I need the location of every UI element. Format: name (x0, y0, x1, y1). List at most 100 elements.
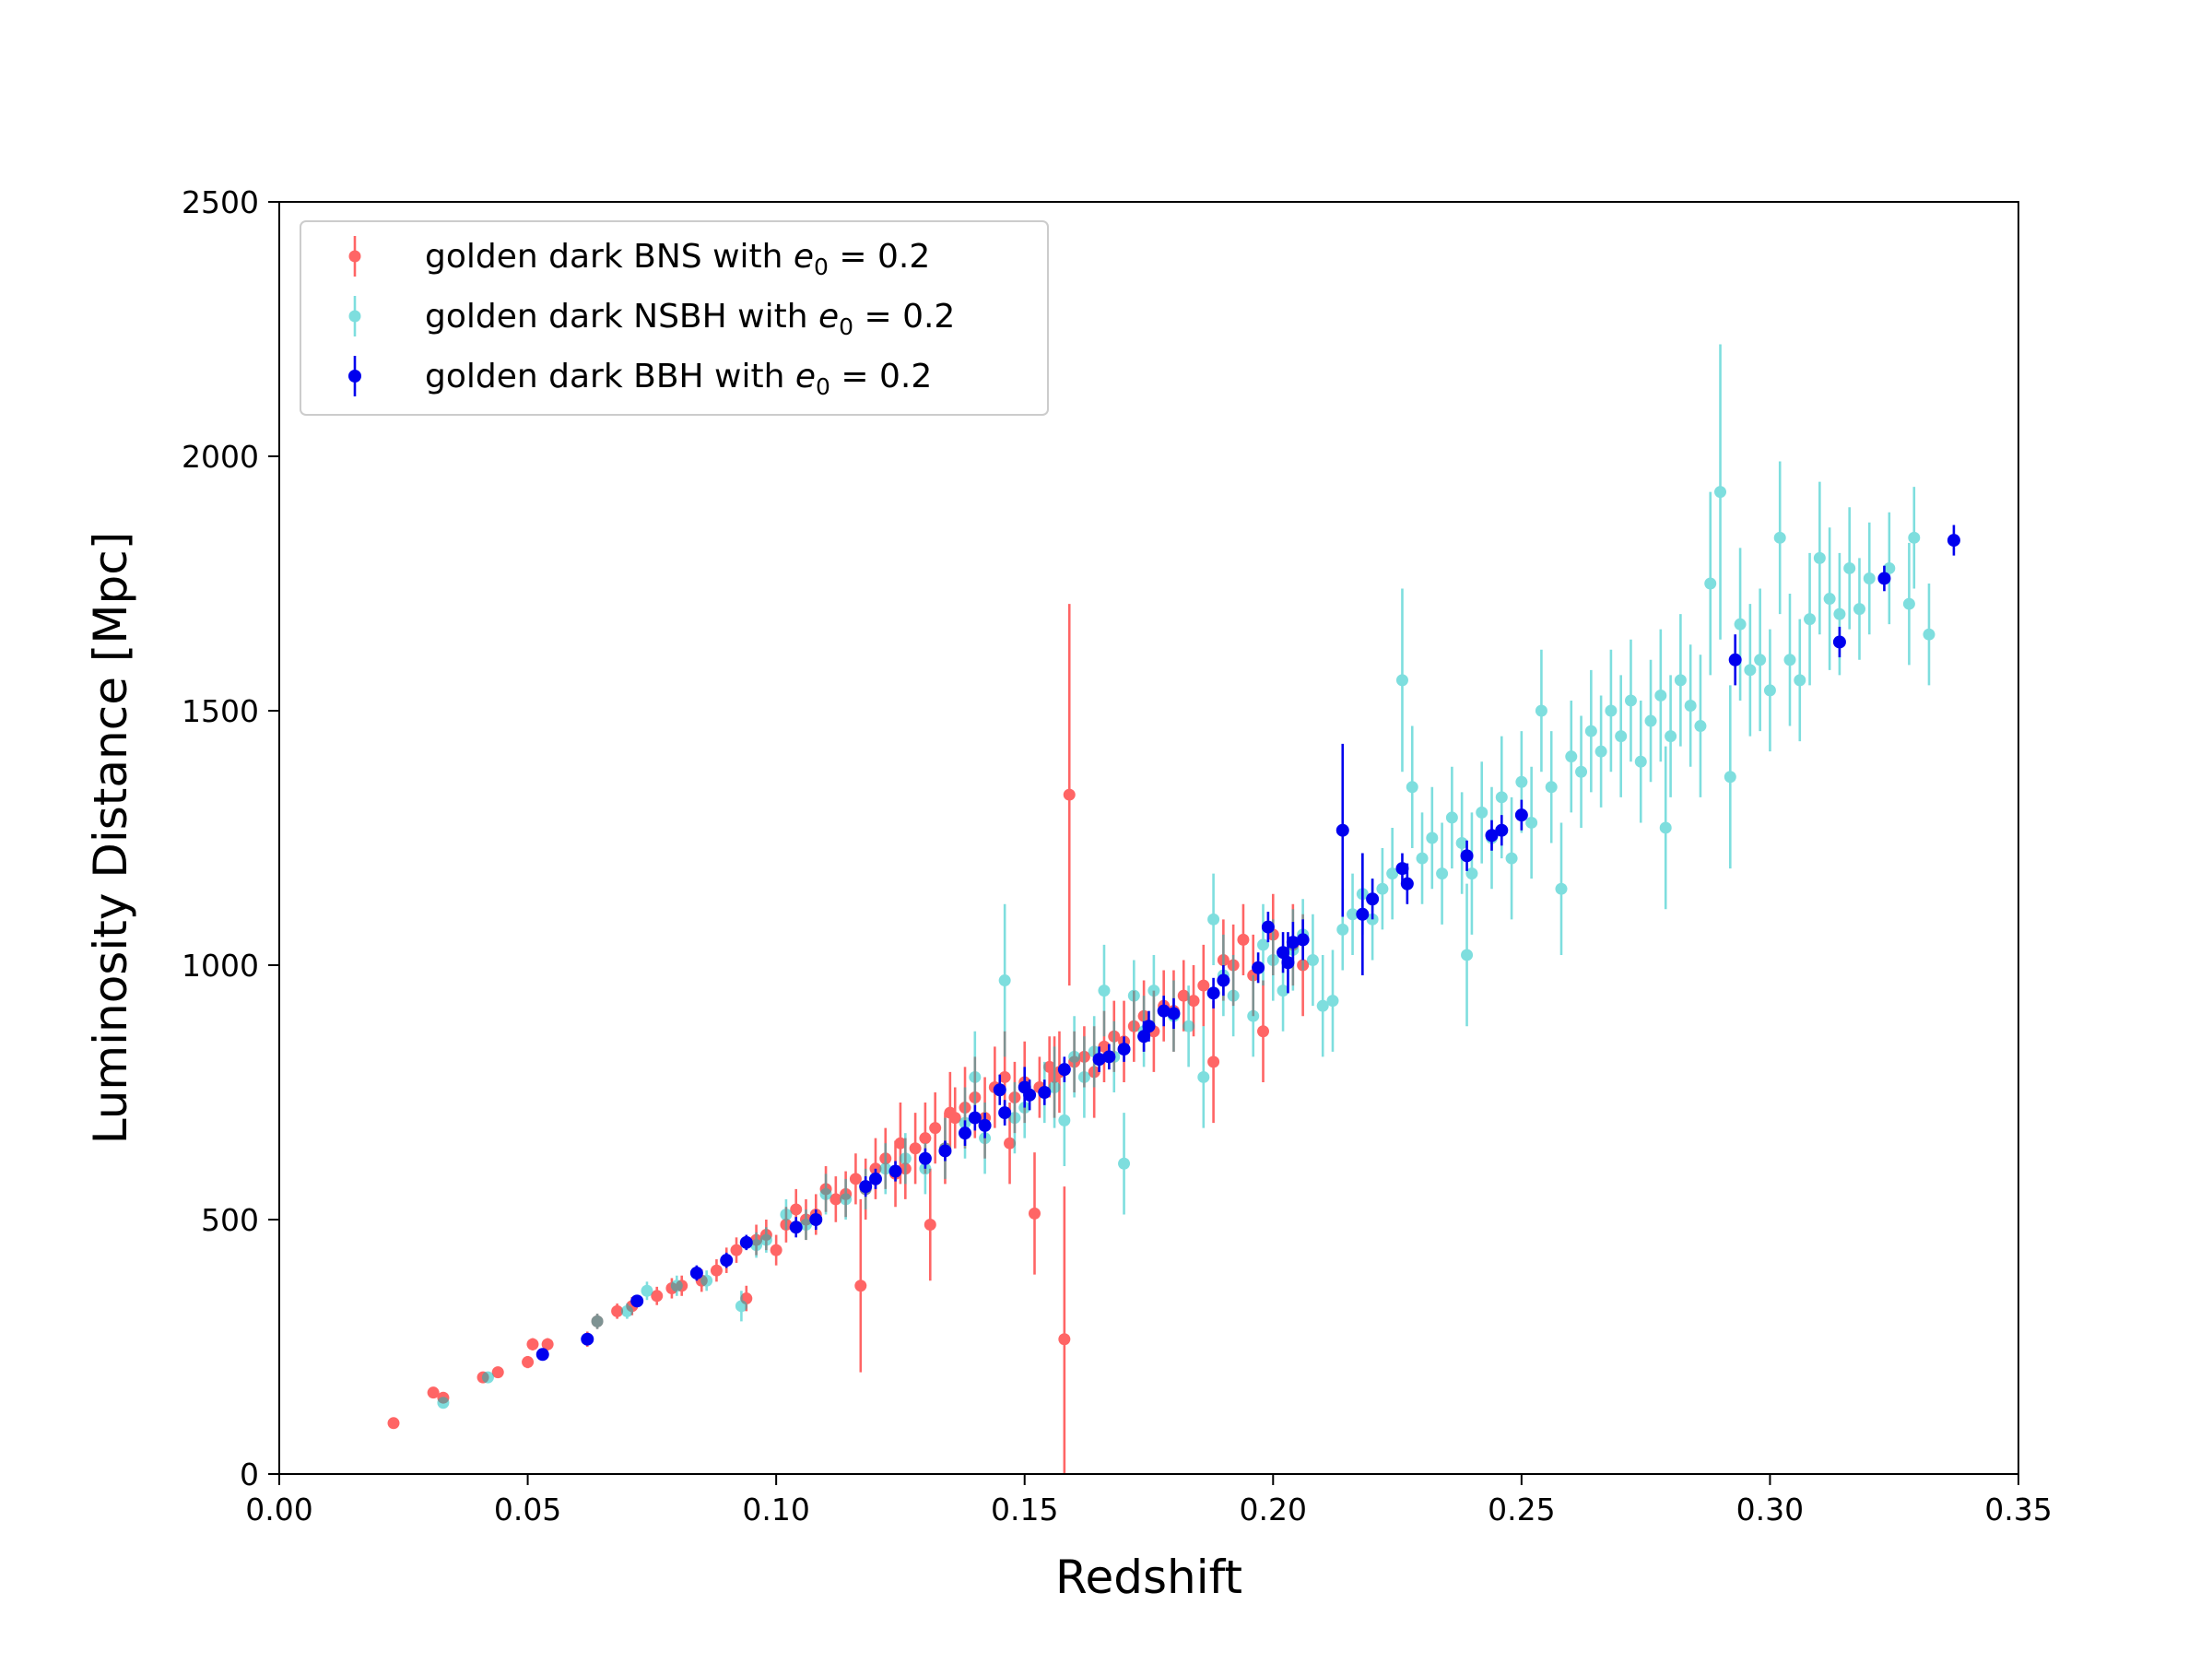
data-point (1605, 704, 1618, 717)
data-point (1461, 949, 1474, 961)
data-point (1406, 781, 1418, 794)
data-point (1724, 771, 1736, 784)
legend-box (300, 220, 1049, 416)
data-point (993, 1083, 1006, 1097)
data-point (481, 1371, 494, 1384)
data-point (1674, 674, 1687, 687)
x-axis-label: Redshift (1055, 1551, 1242, 1604)
data-point (1098, 985, 1111, 997)
data-point (1773, 531, 1786, 544)
data-point (1187, 995, 1200, 1008)
data-point (1063, 788, 1076, 801)
data-point (522, 1356, 535, 1369)
data-point (1505, 852, 1518, 865)
data-point (959, 1126, 972, 1140)
data-point (1386, 867, 1399, 880)
y-tick-label: 500 (201, 1202, 259, 1238)
data-point (1634, 755, 1647, 768)
data-point (894, 1137, 907, 1150)
data-point (1252, 961, 1265, 974)
data-point (1704, 577, 1717, 590)
data-point (1485, 829, 1499, 843)
data-point (770, 1244, 782, 1256)
data-point (840, 1193, 853, 1206)
data-point (541, 1338, 554, 1350)
data-point (1813, 551, 1826, 564)
data-point (1728, 653, 1742, 666)
series-3 (535, 525, 1960, 1362)
data-point (830, 1193, 842, 1206)
data-point (651, 1290, 664, 1303)
data-point (1644, 714, 1657, 727)
data-point (1048, 1080, 1061, 1093)
data-point (888, 1164, 902, 1178)
data-point (1624, 694, 1637, 707)
data-point (1077, 1070, 1090, 1083)
data-point (1147, 985, 1160, 997)
x-tick-label: 0.05 (494, 1492, 561, 1527)
data-point (909, 1142, 922, 1155)
data-point (1247, 1009, 1260, 1022)
data-point (1058, 1333, 1071, 1346)
data-point (735, 1300, 747, 1313)
data-point (849, 1173, 862, 1185)
legend-item-3-marker (348, 356, 361, 396)
x-tick-label: 0.00 (245, 1492, 312, 1527)
data-point (868, 1172, 882, 1185)
data-point (1038, 1086, 1052, 1099)
data-point (1416, 852, 1429, 865)
data-point (1495, 791, 1508, 804)
x-tick-label: 0.20 (1240, 1492, 1307, 1527)
data-point (1545, 781, 1558, 794)
legend-marker (348, 370, 361, 383)
data-point (1177, 989, 1190, 1002)
data-point (1714, 486, 1727, 499)
data-point (1286, 936, 1300, 949)
data-point (1336, 923, 1349, 936)
legend-item-1-marker (348, 236, 361, 277)
data-point (1863, 572, 1876, 584)
y-tick-label: 2500 (182, 184, 259, 220)
data-point (1794, 674, 1806, 687)
data-point (710, 1264, 723, 1277)
data-point (1833, 607, 1846, 620)
data-point (1182, 1020, 1195, 1032)
data-point (1102, 1050, 1116, 1064)
data-point (1575, 765, 1588, 778)
data-point (1754, 654, 1767, 666)
data-point (854, 1280, 867, 1292)
x-tick-label: 0.25 (1488, 1492, 1555, 1527)
data-point (919, 1132, 932, 1145)
data-point (1376, 882, 1389, 895)
data-point (750, 1239, 763, 1252)
data-point (1902, 597, 1915, 610)
data-point (969, 1070, 982, 1083)
data-point (948, 1112, 961, 1125)
data-point (1217, 973, 1230, 987)
data-point (1306, 953, 1319, 966)
data-point (1057, 1063, 1071, 1077)
legend-item-2-marker (348, 296, 361, 336)
legend-marker (348, 250, 361, 263)
data-point (1008, 1112, 1021, 1125)
data-point (978, 1118, 992, 1132)
data-point (1783, 654, 1796, 666)
data-point (1058, 1114, 1071, 1126)
data-point (1763, 684, 1776, 697)
data-point (1843, 561, 1856, 574)
data-point (1426, 832, 1439, 844)
data-point (1455, 837, 1468, 850)
data-point (387, 1417, 400, 1430)
data-point (1316, 999, 1329, 1012)
data-point (879, 1162, 892, 1175)
data-point (1565, 750, 1578, 763)
legend-item-3-label: golden dark BBH with e0 = 0.2 (425, 358, 932, 400)
plot-frame (278, 201, 2019, 1475)
data-point (1395, 862, 1409, 876)
data-point (1023, 1088, 1037, 1102)
data-point (938, 1144, 952, 1158)
data-point (1436, 867, 1449, 880)
data-point (1266, 953, 1279, 966)
data-point (641, 1284, 653, 1297)
